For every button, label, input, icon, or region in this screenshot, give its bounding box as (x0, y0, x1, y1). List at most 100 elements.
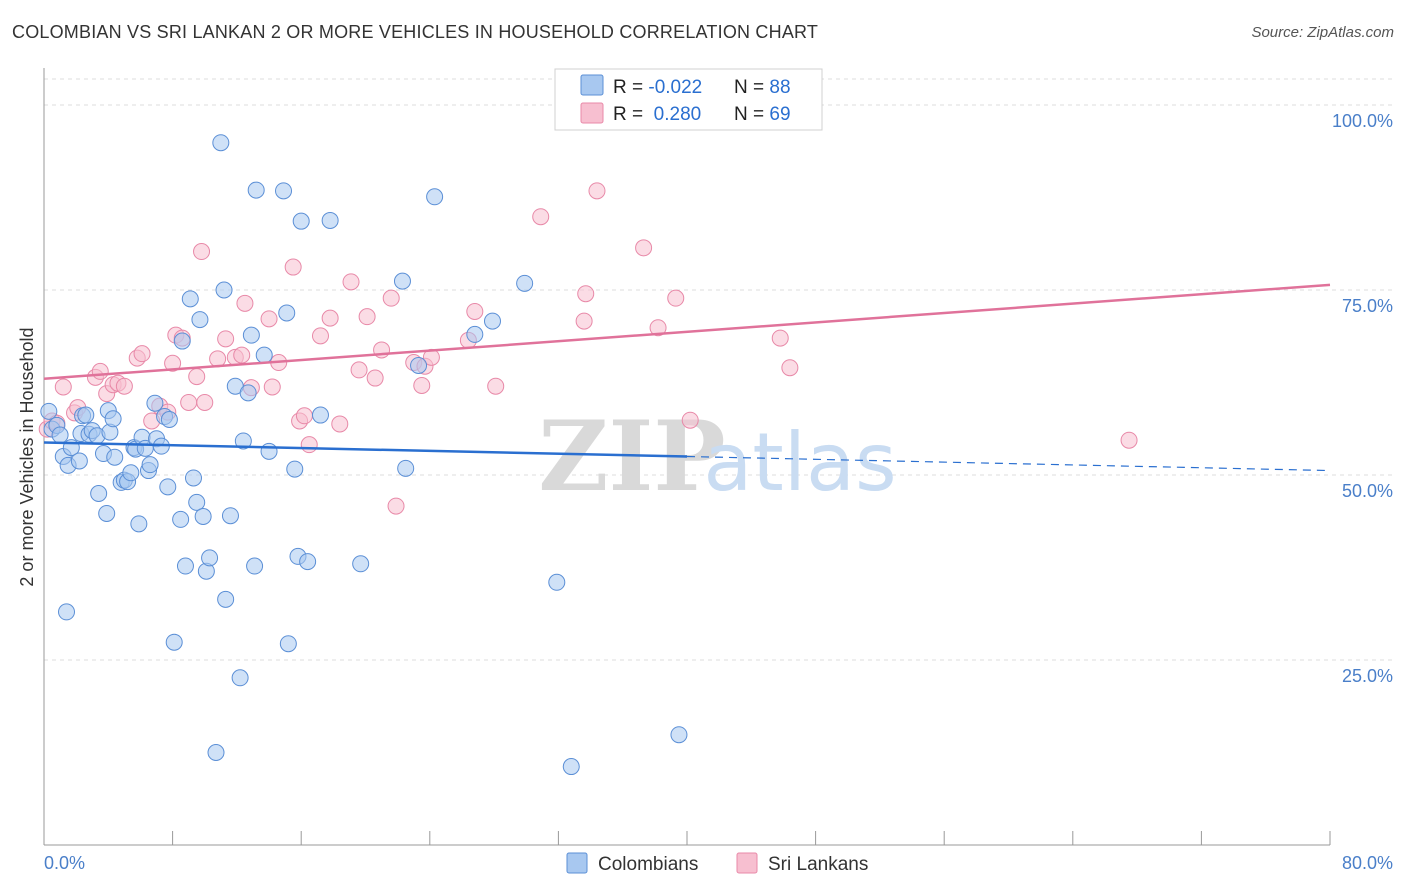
sri-lankans-point (1120, 431, 1138, 449)
chart-source: Source: ZipAtlas.com (1251, 24, 1394, 41)
sri-lankans-point (532, 208, 550, 226)
colombians-point (260, 442, 278, 460)
colombians-point (670, 726, 688, 744)
legend-n-value: 69 (769, 104, 790, 125)
svg-text:N = 69: N = 69 (734, 104, 791, 125)
sri-lankans-point (263, 378, 281, 396)
sri-lankans-point (413, 376, 431, 394)
sri-lankans-point (196, 393, 214, 411)
colombians-point (40, 402, 58, 420)
sri-lankans-point (236, 294, 254, 312)
x-tick-label-max: 80.0% (1342, 853, 1393, 873)
sri-lankans-point (681, 411, 699, 429)
sri-lankans-point (350, 361, 368, 379)
y-tick-label: 75.0% (1342, 296, 1393, 316)
y-tick-label: 100.0% (1332, 111, 1393, 131)
colombians-point (466, 325, 484, 343)
legend-r-value: -0.022 (648, 77, 702, 98)
colombians-point (191, 311, 209, 329)
colombians-point (311, 406, 329, 424)
sri-lankans-point (342, 273, 360, 291)
sri-lankans-point (209, 350, 227, 368)
legend-swatch-colombians (580, 74, 604, 96)
legend-r-label: R = (613, 104, 648, 125)
sri-lankans-point (366, 369, 384, 387)
colombians-point (106, 448, 124, 466)
colombians-point (201, 549, 219, 567)
colombians-point (393, 272, 411, 290)
colombians-point (221, 507, 239, 525)
sri-lankans-point (311, 327, 329, 345)
colombians-point (275, 182, 293, 200)
sri-lankans-point (577, 285, 595, 303)
colombians-point (160, 411, 178, 428)
legend-r-label: R = (613, 77, 648, 98)
bottom-legend-label-colombians: Colombians (598, 854, 698, 875)
watermark-atlas: atlas (703, 416, 896, 509)
colombians-point (77, 406, 95, 424)
colombians-point (146, 394, 164, 412)
sri-lankans-point (635, 239, 653, 257)
colombians-point (352, 555, 370, 573)
colombians-point (159, 478, 177, 496)
colombians-point (239, 384, 257, 402)
svg-text:R = 0.280: R = 0.280 (613, 104, 701, 125)
colombians-point (176, 557, 194, 575)
axes (43, 68, 1331, 846)
colombians-point (426, 188, 444, 206)
sri-lankans-point (180, 393, 198, 411)
colombians-point (548, 573, 566, 591)
y-tick-label: 25.0% (1342, 666, 1393, 686)
sri-lankans-trend-line (43, 283, 1331, 381)
sri-lankans-point (54, 378, 72, 396)
colombians-point (104, 410, 122, 428)
colombians-point (255, 346, 273, 364)
legend-n-value: 88 (769, 77, 790, 98)
sri-lankans-point (771, 329, 789, 347)
colombians-point (184, 469, 202, 487)
colombians-point (70, 452, 88, 470)
watermark: ZIP atlas (538, 400, 896, 513)
colombians-point (181, 290, 199, 308)
sri-lankans-point (233, 346, 251, 364)
colombians-point (194, 507, 212, 525)
bottom-legend-swatch-sri-lankans (736, 852, 758, 874)
colombians-point (321, 211, 339, 229)
sri-lankans-point (358, 308, 376, 326)
sri-lankans-point (188, 368, 206, 386)
sri-lankans-point (575, 312, 593, 330)
svg-text:R = -0.022: R = -0.022 (613, 77, 702, 98)
legend-n-label: N = (734, 104, 769, 125)
colombians-point (246, 557, 264, 575)
colombians-point (98, 504, 116, 522)
colombians-point (286, 460, 304, 478)
series-legend: Colombians Sri Lankans (566, 852, 868, 875)
sri-lankans-point (115, 377, 133, 395)
sri-lankans-point (133, 345, 151, 363)
colombians-point (165, 633, 183, 651)
bottom-legend-swatch-colombians (566, 852, 588, 874)
colombians-point (122, 464, 140, 482)
sri-lankans-point (588, 182, 606, 200)
sri-lankans-point (260, 310, 278, 328)
legend-n-label: N = (734, 77, 769, 98)
sri-lankans-point (331, 415, 349, 433)
colombians-point (278, 304, 296, 322)
legend-swatch-sri-lankans (580, 102, 604, 124)
sri-lankans-point (217, 330, 235, 348)
colombians-point (141, 456, 159, 474)
colombians-point (397, 459, 415, 477)
colombians-point (51, 426, 69, 444)
colombians-point (247, 181, 265, 199)
sri-lankans-point (295, 407, 313, 425)
colombians-point (242, 326, 260, 344)
sri-lankans-point (649, 319, 667, 337)
colombians-point (231, 669, 249, 687)
colombians-point (279, 635, 297, 653)
sri-lankans-point (300, 436, 318, 454)
colombians-point (215, 281, 233, 299)
svg-text:N = 88: N = 88 (734, 77, 791, 98)
trend-lines (43, 283, 1331, 472)
colombians-trend-line (43, 441, 688, 458)
